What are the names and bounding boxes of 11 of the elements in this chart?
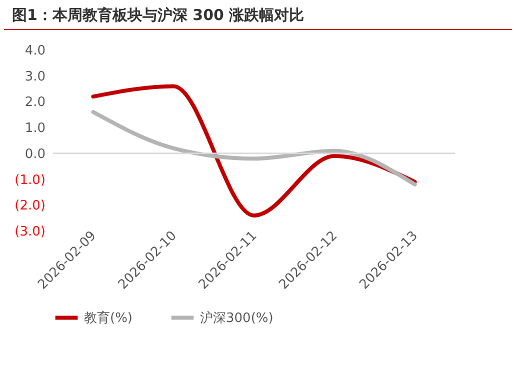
legend-label: 沪深300(%)	[200, 310, 274, 326]
y-tick-label: 1.0	[24, 121, 46, 136]
y-tick-label: (1.0)	[14, 172, 46, 188]
chart-title: 图1：本周教育板块与沪深 300 涨跌幅对比	[4, 0, 512, 30]
legend-label: 教育(%)	[84, 310, 132, 326]
y-tick-label: (2.0)	[14, 198, 46, 214]
line-series	[91, 110, 417, 186]
y-tick-label: 3.0	[24, 69, 46, 84]
y-tick-label: 2.0	[24, 95, 46, 110]
y-tick-label: 0.0	[24, 146, 46, 162]
y-tick-label: 4.0	[24, 44, 46, 58]
